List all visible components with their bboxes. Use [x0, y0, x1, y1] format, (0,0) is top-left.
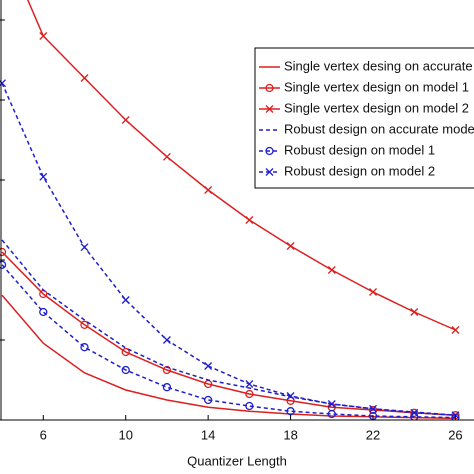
legend-label: Single vertex desing on accurate [284, 58, 473, 73]
marker [286, 407, 295, 416]
marker [0, 79, 7, 88]
legend: Single vertex desing on accurate Single v… [254, 47, 474, 189]
series-line [1, 82, 456, 416]
legend-label: Single vertex design on model 2 [284, 100, 469, 115]
marker [204, 362, 213, 370]
marker [121, 116, 130, 124]
x-tick-label: 6 [40, 427, 47, 442]
legend-label: Robust design on accurate model [284, 121, 474, 136]
marker [204, 186, 213, 194]
marker [369, 404, 377, 413]
marker [286, 242, 295, 250]
marker [121, 296, 130, 304]
marker [327, 409, 336, 419]
marker [121, 347, 130, 357]
marker [286, 392, 295, 400]
marker [265, 168, 274, 176]
series-line [27, 0, 456, 331]
marker [369, 288, 377, 296]
marker [265, 146, 274, 156]
marker [410, 408, 419, 417]
marker [245, 389, 254, 399]
x-tick-label: 10 [118, 427, 132, 442]
marker [265, 83, 274, 93]
marker [162, 336, 171, 344]
marker [80, 74, 89, 82]
marker [368, 405, 378, 415]
series-line [1, 294, 456, 420]
marker [327, 266, 336, 274]
marker [39, 32, 48, 40]
marker [203, 395, 213, 405]
marker [0, 247, 7, 257]
x-tick-label: 14 [201, 427, 215, 442]
marker [245, 401, 254, 411]
x-tick-label: 22 [366, 427, 380, 442]
x-tick-label: 18 [283, 427, 297, 442]
series-line [1, 264, 456, 419]
marker [39, 307, 48, 317]
marker [39, 172, 48, 181]
marker [245, 216, 254, 224]
series-line [1, 251, 456, 416]
x-axis-label: Quantizer Length [187, 453, 287, 468]
marker [80, 243, 89, 252]
plot-area [0, 0, 460, 420]
marker [121, 365, 130, 375]
marker [265, 105, 274, 113]
legend-label: Single vertex design on model 1 [284, 79, 469, 94]
marker [0, 260, 7, 269]
marker [245, 380, 254, 388]
marker [451, 326, 460, 334]
x-tick-label: 26 [448, 427, 462, 442]
marker [162, 383, 172, 392]
marker [410, 308, 419, 316]
marker [80, 343, 89, 352]
legend-box [254, 47, 474, 189]
marker [451, 413, 460, 420]
marker [80, 320, 89, 329]
marker [162, 152, 171, 161]
marker [327, 400, 336, 408]
legend-label: Robust design on model 1 [284, 142, 435, 157]
legend-label: Robust design on model 2 [284, 163, 435, 178]
